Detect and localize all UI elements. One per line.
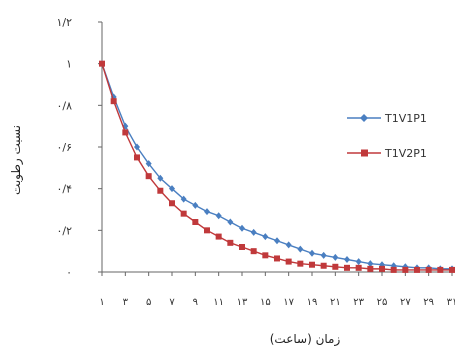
x-tick-label: ۲۱ <box>330 297 341 308</box>
data-point-diamond <box>204 208 210 216</box>
data-point-square <box>169 200 175 207</box>
y-tick-label: ۰ <box>66 266 72 279</box>
data-point-diamond <box>309 249 315 257</box>
data-point-diamond <box>332 253 339 261</box>
data-point-square <box>320 262 327 269</box>
data-point-square <box>192 219 199 225</box>
data-point-diamond <box>355 258 362 266</box>
data-point-diamond <box>134 143 140 151</box>
data-point-diamond <box>320 251 327 259</box>
series-T1V1P1 <box>99 60 455 273</box>
data-point-diamond <box>180 195 187 203</box>
x-tick-label: ۱۵ <box>260 297 271 308</box>
y-tick-label: ۱/۲ <box>56 16 72 29</box>
legend-label: T1V2P1 <box>384 147 427 160</box>
data-point-square <box>239 244 245 250</box>
data-point-square <box>297 260 304 267</box>
y-tick-label: ۰/۲ <box>56 224 72 237</box>
data-point-square <box>367 265 374 272</box>
data-point-square <box>204 227 210 234</box>
x-tick-label: ۷ <box>169 297 175 308</box>
x-tick-label: ۲۵ <box>377 297 388 308</box>
data-point-diamond <box>227 218 234 226</box>
data-point-square <box>285 258 292 265</box>
x-tick-label: ۲۳ <box>353 297 364 308</box>
data-point-diamond <box>239 224 245 232</box>
y-tick-label: ۱ <box>66 58 72 71</box>
data-point-square <box>355 264 362 271</box>
data-point-diamond <box>169 185 175 193</box>
data-point-square <box>99 60 105 67</box>
data-point-diamond <box>285 241 292 249</box>
data-point-square <box>437 266 444 273</box>
x-tick-label: ۳ <box>123 297 129 308</box>
data-point-square <box>227 239 234 246</box>
x-tick-label: ۱۳ <box>237 297 248 308</box>
data-point-diamond <box>274 237 280 245</box>
data-point-square <box>309 261 315 268</box>
data-point-square <box>449 266 455 273</box>
series-layer <box>99 60 455 273</box>
data-point-square <box>425 266 432 273</box>
legend-item: T1V1P1 <box>347 112 427 125</box>
data-point-diamond <box>367 260 374 268</box>
data-point-square <box>134 154 140 161</box>
data-point-diamond <box>344 256 350 263</box>
y-axis-label: نسبت رطوبت <box>9 125 24 195</box>
data-point-diamond <box>215 212 222 220</box>
data-point-square <box>332 263 339 270</box>
data-point-square <box>344 264 350 271</box>
y-tick-label: ۰/۸ <box>56 99 72 112</box>
data-point-square <box>215 233 222 240</box>
data-point-square <box>379 265 385 272</box>
legend-marker-square <box>361 149 368 157</box>
data-point-square <box>390 266 397 273</box>
x-tick-label: ۱۹ <box>307 297 318 308</box>
x-tick-label: ۳۱ <box>447 297 455 308</box>
x-tick-label: ۹ <box>193 297 198 308</box>
data-point-square <box>145 173 152 180</box>
data-point-diamond <box>262 233 269 241</box>
data-point-square <box>414 266 420 273</box>
x-tick-label: ۱ <box>99 297 104 308</box>
series-T1V2P1 <box>99 60 455 273</box>
legend-label: T1V1P1 <box>384 112 427 125</box>
x-tick-label: ۱۷ <box>283 297 294 308</box>
x-tick-label: ۵ <box>146 297 151 308</box>
data-point-diamond <box>297 245 304 253</box>
y-tick-label: ۰/۴ <box>56 183 72 196</box>
x-tick-label: ۲۹ <box>423 297 434 308</box>
x-ticks: ۱ ۳ ۵ ۷ ۹ ۱۱ ۱۳ ۱۵ ۱۷ ۱۹ ۲۱ ۲۳ ۲۵ ۲۷ ۲۹ ۳۱ <box>99 272 455 308</box>
data-point-square <box>402 266 409 273</box>
data-point-square <box>110 98 117 105</box>
y-tick-label: ۰/۶ <box>56 141 72 154</box>
data-point-square <box>122 129 129 136</box>
data-point-square <box>262 252 269 259</box>
data-point-diamond <box>145 160 152 168</box>
data-point-diamond <box>122 122 129 130</box>
x-tick-label: ۲۷ <box>400 297 411 308</box>
legend: T1V1P1 T1V2P1 <box>347 112 427 160</box>
data-point-diamond <box>157 174 164 182</box>
data-point-diamond <box>192 201 199 209</box>
data-point-square <box>180 210 187 217</box>
x-tick-label: ۱۱ <box>213 297 224 308</box>
data-point-square <box>157 187 164 194</box>
data-point-diamond <box>250 228 257 236</box>
legend-item: T1V2P1 <box>347 147 427 160</box>
legend-marker-diamond <box>360 114 368 122</box>
data-point-square <box>250 248 257 255</box>
y-ticks: ۰ ۰/۲ ۰/۴ ۰/۶ ۰/۸ ۱ ۱/۲ <box>56 16 102 279</box>
x-axis-label: زمان (ساعت) <box>270 332 341 347</box>
data-point-square <box>274 255 280 262</box>
